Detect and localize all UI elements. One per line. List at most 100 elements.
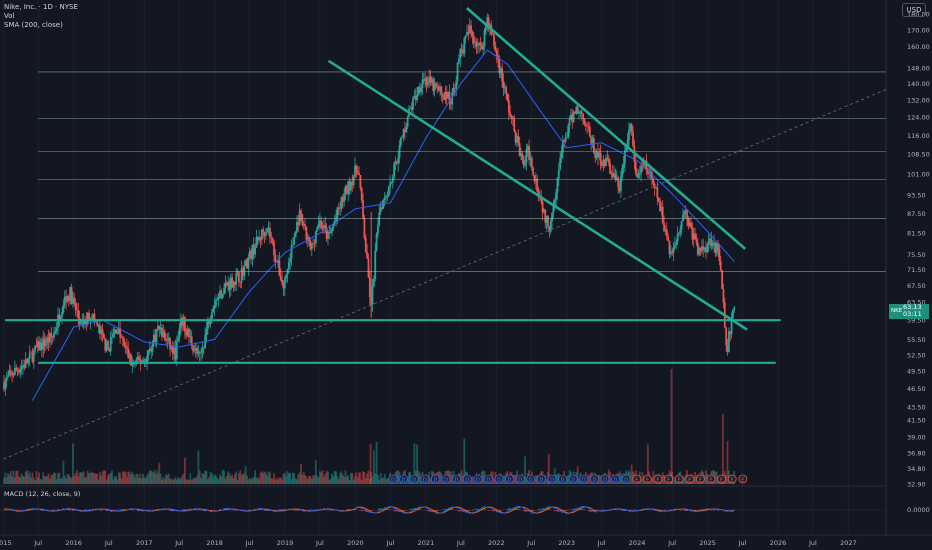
volume-label[interactable]: Vol	[4, 12, 15, 20]
candle-body	[190, 336, 193, 346]
macd-histogram-bar	[296, 510, 298, 511]
volume-bar	[105, 479, 108, 484]
candle-body	[278, 259, 281, 276]
symbol-title[interactable]: Nike, Inc. · 1D · NYSE	[4, 3, 78, 11]
volume-bar	[316, 475, 319, 484]
candle-body	[242, 268, 244, 277]
macd-axis-label: 0.0000	[907, 506, 930, 514]
volume-bar	[534, 475, 537, 484]
volume-bar	[131, 471, 134, 484]
candle-body	[351, 182, 354, 186]
price-tick-label: 32.90	[907, 481, 926, 489]
candle-body	[240, 268, 243, 283]
time-tick-label: Jul	[33, 539, 42, 547]
candle-body	[225, 283, 228, 286]
candle-body	[39, 342, 42, 351]
candle-body	[414, 96, 417, 101]
candle-body	[177, 337, 180, 342]
candle-body	[394, 161, 397, 164]
candle-body	[217, 293, 220, 299]
macd-histogram-bar	[443, 508, 445, 510]
candle-body	[263, 232, 266, 236]
candle-body	[686, 209, 688, 219]
candle-body	[553, 200, 556, 206]
volume-bar	[8, 474, 11, 484]
candle-body	[642, 162, 645, 167]
volume-bar	[472, 478, 475, 484]
event-marker	[537, 474, 546, 484]
candle-body	[347, 180, 350, 195]
candle-body	[178, 328, 181, 338]
event-marker	[717, 474, 726, 484]
candle-body	[211, 312, 213, 319]
candle-body	[703, 247, 706, 250]
event-marker	[430, 474, 440, 484]
candle-body	[93, 314, 96, 320]
event-marker-label: E	[678, 477, 681, 483]
candle-body	[215, 300, 217, 306]
candle-body	[463, 38, 466, 54]
candle-body	[646, 169, 649, 174]
candle-body	[186, 328, 189, 336]
volume-bar	[258, 478, 261, 484]
macd-histogram-bar	[85, 509, 88, 510]
candle-body	[586, 125, 589, 127]
candle-body	[729, 331, 732, 335]
candle-body	[125, 346, 128, 349]
volume-bar	[367, 470, 370, 484]
candle-body	[358, 173, 360, 176]
macd-label[interactable]: MACD (12, 26, close, 9)	[4, 490, 81, 498]
volume-bar	[646, 444, 649, 484]
macd-histogram-bar	[571, 509, 573, 510]
volume-bar	[382, 477, 385, 484]
candle-body	[409, 107, 412, 109]
volume-bar	[32, 477, 35, 484]
candle-body	[590, 136, 593, 144]
volume-bar	[285, 476, 288, 484]
candle-body	[621, 167, 624, 177]
candle-body	[151, 341, 154, 352]
candle-body	[721, 270, 724, 289]
currency-button[interactable]: USD	[902, 3, 926, 17]
candle-body	[374, 250, 377, 279]
candle-body	[583, 118, 586, 125]
candle-body	[354, 165, 356, 177]
macd-histogram-bar	[633, 509, 636, 510]
macd-histogram-bar	[84, 509, 86, 510]
volume-bar	[34, 479, 36, 484]
candle-body	[680, 221, 683, 230]
macd-histogram-bar	[456, 510, 459, 511]
volume-bar	[323, 476, 325, 484]
volume-bar	[359, 472, 362, 484]
macd-histogram-bar	[537, 509, 540, 510]
macd-histogram-bar	[281, 509, 283, 510]
sma-label[interactable]: SMA (200, close)	[4, 21, 63, 29]
candle-body	[127, 348, 130, 358]
volume-bar	[296, 479, 298, 484]
candle-body	[715, 243, 718, 254]
candle-body	[289, 258, 292, 263]
volume-bar	[36, 477, 39, 484]
candle-body	[128, 354, 131, 358]
volume-bar	[344, 470, 347, 484]
candle-body	[117, 328, 120, 334]
volume-bar	[16, 470, 19, 484]
macd-histogram-bar	[377, 509, 379, 510]
volume-bar	[192, 478, 194, 484]
volume-bar	[374, 473, 377, 484]
candle-body	[236, 271, 239, 274]
candle-body	[440, 86, 443, 95]
volume-bar	[46, 475, 49, 484]
volume-bar	[329, 478, 332, 484]
candle-body	[298, 210, 301, 225]
volume-bar	[179, 478, 182, 484]
candle-body	[336, 207, 339, 218]
volume-bar	[371, 476, 374, 484]
volume-bar	[144, 478, 147, 484]
candle-body	[302, 224, 305, 226]
candle-body	[601, 164, 603, 167]
candle-body	[248, 250, 251, 258]
volume-bar	[598, 474, 601, 484]
